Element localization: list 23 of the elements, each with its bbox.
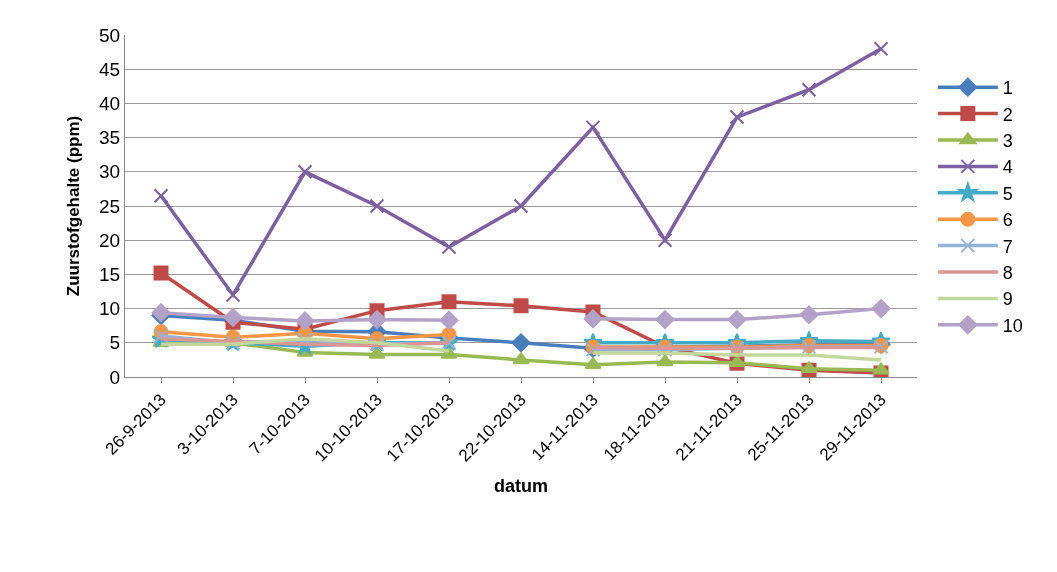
- y-tick-label: 5: [109, 332, 121, 354]
- legend-label: 5: [1002, 183, 1013, 204]
- legend-label: 10: [1002, 315, 1023, 336]
- y-tick-label: 35: [99, 127, 121, 149]
- y-tick-label: 15: [99, 264, 121, 286]
- legend-label: 9: [1002, 289, 1013, 310]
- legend-label: 8: [1002, 263, 1013, 284]
- y-tick-label: 40: [99, 93, 121, 115]
- y-tick-label: 30: [99, 161, 121, 183]
- legend-label: 7: [1002, 236, 1013, 257]
- y-tick-label: 0: [109, 366, 121, 388]
- y-tick-label: 45: [99, 58, 121, 80]
- y-tick-label: 25: [99, 195, 121, 217]
- legend-label: 3: [1002, 131, 1013, 152]
- y-tick-label: 50: [99, 24, 121, 46]
- y-tick-label: 20: [99, 229, 121, 251]
- y-axis-title: Zuurstofgehalte (ppm): [63, 115, 83, 297]
- legend-label: 2: [1002, 104, 1013, 125]
- y-tick-label: 10: [99, 298, 121, 320]
- legend-label: 6: [1002, 210, 1013, 231]
- legend-label: 1: [1002, 78, 1013, 99]
- x-axis-title: datum: [494, 476, 548, 497]
- legend-label: 4: [1002, 157, 1013, 178]
